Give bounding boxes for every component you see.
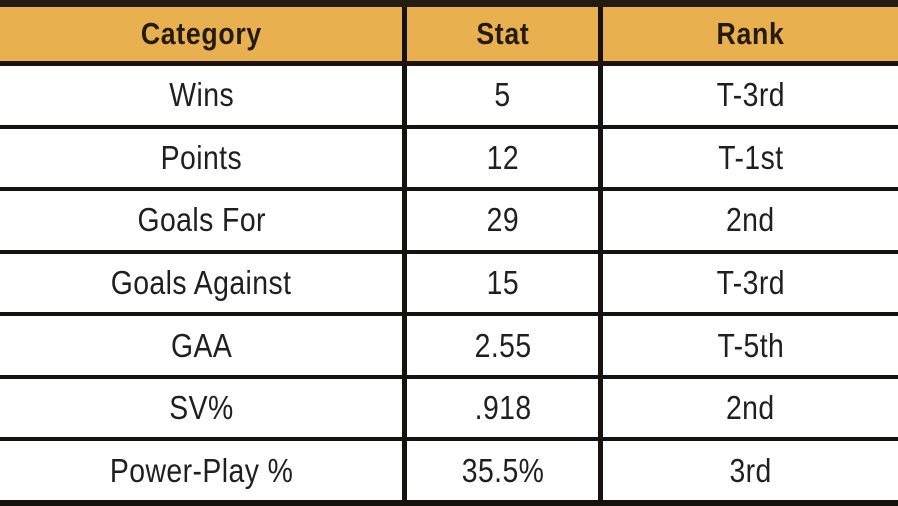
table-header: Category Stat Rank <box>0 3 898 66</box>
table-row: Points 12 T-1st <box>0 124 898 192</box>
cell-category-value: Goals For <box>137 201 266 239</box>
header-category-label: Category <box>140 16 262 51</box>
cell-category: Goals Against <box>0 249 408 317</box>
cell-rank-value: T-3rd <box>716 76 785 114</box>
cell-rank: T-1st <box>600 124 898 192</box>
cell-stat: .918 <box>404 374 604 442</box>
cell-stat: 15 <box>404 249 604 317</box>
table-row: SV% .918 2nd <box>0 374 898 442</box>
cell-stat-value: 2.55 <box>474 326 532 364</box>
cell-category-value: Power-Play % <box>109 451 293 489</box>
cell-category: Power-Play % <box>0 437 408 505</box>
table-row: Power-Play % 35.5% 3rd <box>0 437 898 505</box>
cell-category: Goals For <box>0 187 408 254</box>
cell-stat-value: 29 <box>486 201 520 239</box>
cell-category: GAA <box>0 312 408 379</box>
cell-category-value: Wins <box>168 76 234 114</box>
cell-stat-value: 15 <box>486 263 520 301</box>
cell-stat-value: 12 <box>486 138 520 176</box>
cell-stat-value: .918 <box>474 389 532 427</box>
cell-stat: 5 <box>404 61 604 129</box>
header-rank: Rank <box>600 3 898 66</box>
table-row: Goals For 29 2nd <box>0 187 898 254</box>
cell-rank: T-5th <box>600 312 898 379</box>
cell-rank-value: T-5th <box>717 326 785 364</box>
cell-category: Points <box>0 124 408 192</box>
cell-category-value: Goals Against <box>110 263 292 301</box>
cell-rank: T-3rd <box>600 61 898 129</box>
cell-category-value: GAA <box>170 326 232 364</box>
cell-stat-value: 5 <box>494 76 511 114</box>
table-row: Wins 5 T-3rd <box>0 61 898 129</box>
header-rank-label: Rank <box>716 16 785 51</box>
cell-rank-value: T-1st <box>717 138 784 176</box>
header-stat-label: Stat <box>476 16 530 51</box>
cell-rank-value: 2nd <box>726 389 775 427</box>
table-body: Wins 5 T-3rd Points 12 T-1st Goals For 2… <box>0 61 898 505</box>
cell-stat: 12 <box>404 124 604 192</box>
cell-rank: T-3rd <box>600 249 898 317</box>
cell-category-value: Points <box>160 138 242 176</box>
cell-rank: 3rd <box>600 437 898 505</box>
table-row: Goals Against 15 T-3rd <box>0 249 898 317</box>
cell-stat: 35.5% <box>404 437 604 505</box>
cell-stat: 2.55 <box>404 312 604 379</box>
header-row: Category Stat Rank <box>0 3 898 66</box>
cell-category: Wins <box>0 61 408 129</box>
cell-rank: 2nd <box>600 187 898 254</box>
cell-rank-value: 2nd <box>726 201 775 239</box>
cell-category: SV% <box>0 374 408 442</box>
cell-category-value: SV% <box>169 389 234 427</box>
cell-rank-value: 3rd <box>729 451 772 489</box>
header-category: Category <box>0 3 408 66</box>
header-stat: Stat <box>404 3 604 66</box>
cell-rank: 2nd <box>600 374 898 442</box>
cell-stat-value: 35.5% <box>461 451 545 489</box>
table-row: GAA 2.55 T-5th <box>0 312 898 379</box>
cell-rank-value: T-3rd <box>716 263 785 301</box>
cell-stat: 29 <box>404 187 604 254</box>
